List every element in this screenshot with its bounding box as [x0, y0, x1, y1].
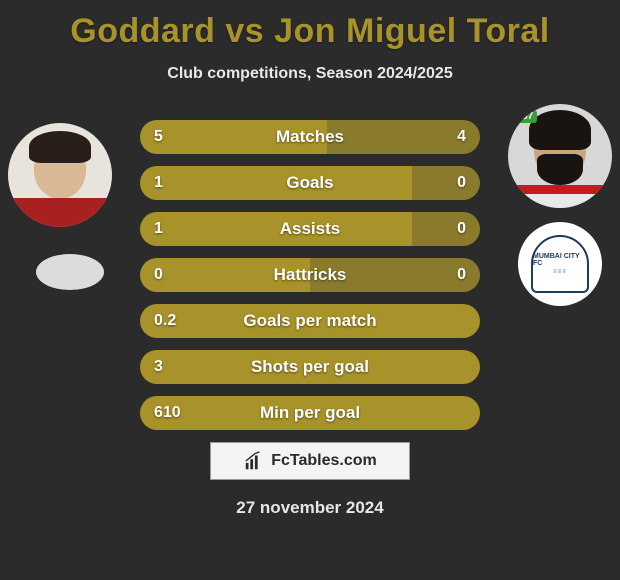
club-stripes-icon: ≡≡≡: [553, 269, 567, 275]
bar-right-fill: [412, 212, 480, 246]
bar-track: [140, 212, 480, 246]
bar-right-fill: [412, 166, 480, 200]
bar-track: [140, 258, 480, 292]
page-title: Goddard vs Jon Miguel Toral: [0, 0, 620, 51]
bar-track: [140, 304, 480, 338]
player-right-number-badge: 57: [518, 110, 537, 123]
bar-left-fill: [140, 166, 412, 200]
stat-row: Shots per goal3: [140, 350, 480, 384]
player-left-avatar: [8, 123, 112, 227]
bar-right-fill: [327, 120, 480, 154]
footer-logo-text: FcTables.com: [271, 452, 377, 470]
stat-row: Goals10: [140, 166, 480, 200]
player-right-avatar: 57: [508, 104, 612, 208]
bar-track: [140, 120, 480, 154]
bar-left-fill: [140, 350, 480, 384]
stat-row: Matches54: [140, 120, 480, 154]
bar-left-fill: [140, 212, 412, 246]
bar-track: [140, 350, 480, 384]
stat-row: Min per goal610: [140, 396, 480, 430]
stats-bars: Matches54 Goals10 Assists10 Hattricks00 Goal…: [140, 120, 480, 442]
subtitle: Club competitions, Season 2024/2025: [0, 65, 620, 83]
player-right-club-badge: MUMBAI CITY FC ≡≡≡: [518, 222, 602, 306]
footer-date: 27 november 2024: [236, 498, 383, 518]
bar-left-fill: [140, 396, 480, 430]
bar-left-fill: [140, 304, 480, 338]
bar-left-fill: [140, 120, 327, 154]
club-right-name: MUMBAI CITY FC: [533, 253, 587, 267]
stat-row: Goals per match0.2: [140, 304, 480, 338]
stat-row: Assists10: [140, 212, 480, 246]
player-left-club-badge: [36, 254, 104, 290]
footer-logo: FcTables.com: [210, 442, 410, 480]
chart-icon: [243, 450, 265, 472]
bar-right-fill: [310, 258, 480, 292]
bar-track: [140, 166, 480, 200]
stat-row: Hattricks00: [140, 258, 480, 292]
bar-left-fill: [140, 258, 310, 292]
bar-track: [140, 396, 480, 430]
